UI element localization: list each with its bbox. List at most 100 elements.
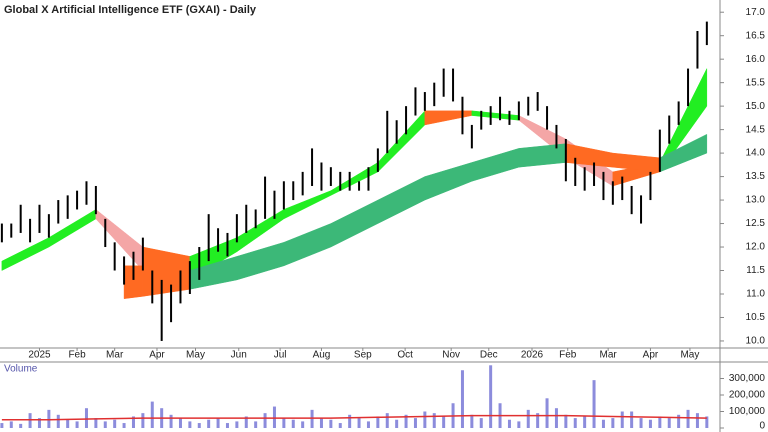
volume-bar <box>395 419 399 428</box>
y-tick-label: 17.0 <box>746 7 766 18</box>
volume-bar <box>545 398 549 428</box>
y-tick-label: 15.0 <box>746 101 766 112</box>
x-tick-label: Jul <box>274 350 287 361</box>
volume-bar <box>150 401 154 428</box>
volume-bar <box>56 414 60 428</box>
volume-bar <box>37 418 41 428</box>
volume-bar <box>122 423 126 428</box>
volume-bar <box>620 411 624 428</box>
y-tick-label: 13.0 <box>746 195 766 206</box>
panel-title: Volume <box>4 364 38 375</box>
x-tick-label: Mar <box>600 350 618 361</box>
volume-bar <box>357 418 361 428</box>
y-tick-label: 10.0 <box>746 336 766 347</box>
volume-bar <box>169 414 173 428</box>
volume-bar <box>517 421 521 428</box>
volume-bar <box>94 418 98 428</box>
volume-bar <box>19 423 23 428</box>
y-tick-label: 16.5 <box>746 30 766 41</box>
chart-title: Global X Artificial Intelligence ETF (GX… <box>4 4 257 16</box>
volume-bar <box>282 418 286 428</box>
volume-bar <box>366 421 370 428</box>
volume-bar <box>301 421 305 428</box>
volume-bar <box>677 414 681 428</box>
volume-bar <box>291 419 295 428</box>
x-tick-label: May <box>186 350 205 361</box>
x-tick-label: 2026 <box>521 350 544 361</box>
y-tick-label: 11.0 <box>746 289 765 300</box>
volume-bar <box>413 418 417 428</box>
x-tick-label: Aug <box>313 350 331 361</box>
volume-bar <box>536 413 540 428</box>
y-tick-label: 13.5 <box>746 171 766 182</box>
y-tick-label: 100,000 <box>729 406 766 417</box>
y-tick-label: 14.5 <box>746 124 766 135</box>
y-tick-label: 10.5 <box>746 312 766 323</box>
volume-bar <box>460 370 464 428</box>
volume-bar <box>583 416 587 428</box>
y-tick-label: 11.5 <box>746 265 765 276</box>
volume-bar <box>564 414 568 428</box>
volume-bar <box>235 421 239 428</box>
x-tick-label: Mar <box>106 350 124 361</box>
x-tick-label: Dec <box>480 350 498 361</box>
volume-bar <box>470 414 474 428</box>
x-tick-label: Nov <box>442 350 460 361</box>
volume-bar <box>9 421 13 428</box>
volume-bar <box>601 419 605 428</box>
x-tick-label: Jun <box>231 350 247 361</box>
volume-bar <box>479 418 483 428</box>
volume-bar <box>272 406 276 428</box>
volume-bar <box>225 423 229 428</box>
volume-bar <box>254 421 258 428</box>
volume-bar <box>442 416 446 428</box>
x-tick-label: Feb <box>559 350 577 361</box>
x-tick-label: Sep <box>354 350 372 361</box>
volume-bar <box>319 418 323 428</box>
volume-bar <box>113 419 117 428</box>
volume-bar <box>310 409 314 428</box>
y-tick-label: 15.5 <box>746 77 766 88</box>
volume-bar <box>329 419 333 428</box>
y-tick-label: 14.0 <box>746 148 766 159</box>
volume-bar <box>178 418 182 428</box>
volume-bar <box>376 416 380 428</box>
volume-bar <box>526 409 530 428</box>
volume-bar <box>658 416 662 428</box>
x-tick-label: May <box>680 350 699 361</box>
x-tick-label: Feb <box>68 350 86 361</box>
volume-bar <box>630 411 634 428</box>
volume-bar <box>84 408 88 428</box>
volume-bar <box>131 416 135 428</box>
volume-bar <box>263 413 267 428</box>
volume-bar <box>686 409 690 428</box>
volume-bar <box>611 418 615 428</box>
volume-bar <box>66 419 70 428</box>
y-tick-label: 0 <box>759 421 765 432</box>
volume-bar <box>432 413 436 428</box>
volume-bar <box>244 416 248 428</box>
volume-bar <box>28 413 32 428</box>
volume-bar <box>216 418 220 428</box>
volume-bar <box>423 411 427 428</box>
volume-bar <box>338 423 342 428</box>
volume-bar <box>507 419 511 428</box>
volume-bar <box>667 418 671 428</box>
volume-bar <box>404 414 408 428</box>
x-tick-label: 2025 <box>28 350 51 361</box>
volume-bar <box>207 419 211 428</box>
volume-average <box>1 414 707 421</box>
y-tick-label: 12.0 <box>746 242 766 253</box>
volume-bar <box>648 419 652 428</box>
volume-bar <box>592 380 596 428</box>
volume-bar <box>695 413 699 428</box>
volume-bar <box>348 414 352 428</box>
volume-bar <box>0 423 4 428</box>
volume-bar <box>639 418 643 428</box>
x-tick-label: Apr <box>643 350 659 361</box>
volume-bar <box>47 409 51 428</box>
volume-bar <box>103 421 107 428</box>
volume-bar <box>141 413 145 428</box>
y-tick-label: 16.0 <box>746 54 766 65</box>
